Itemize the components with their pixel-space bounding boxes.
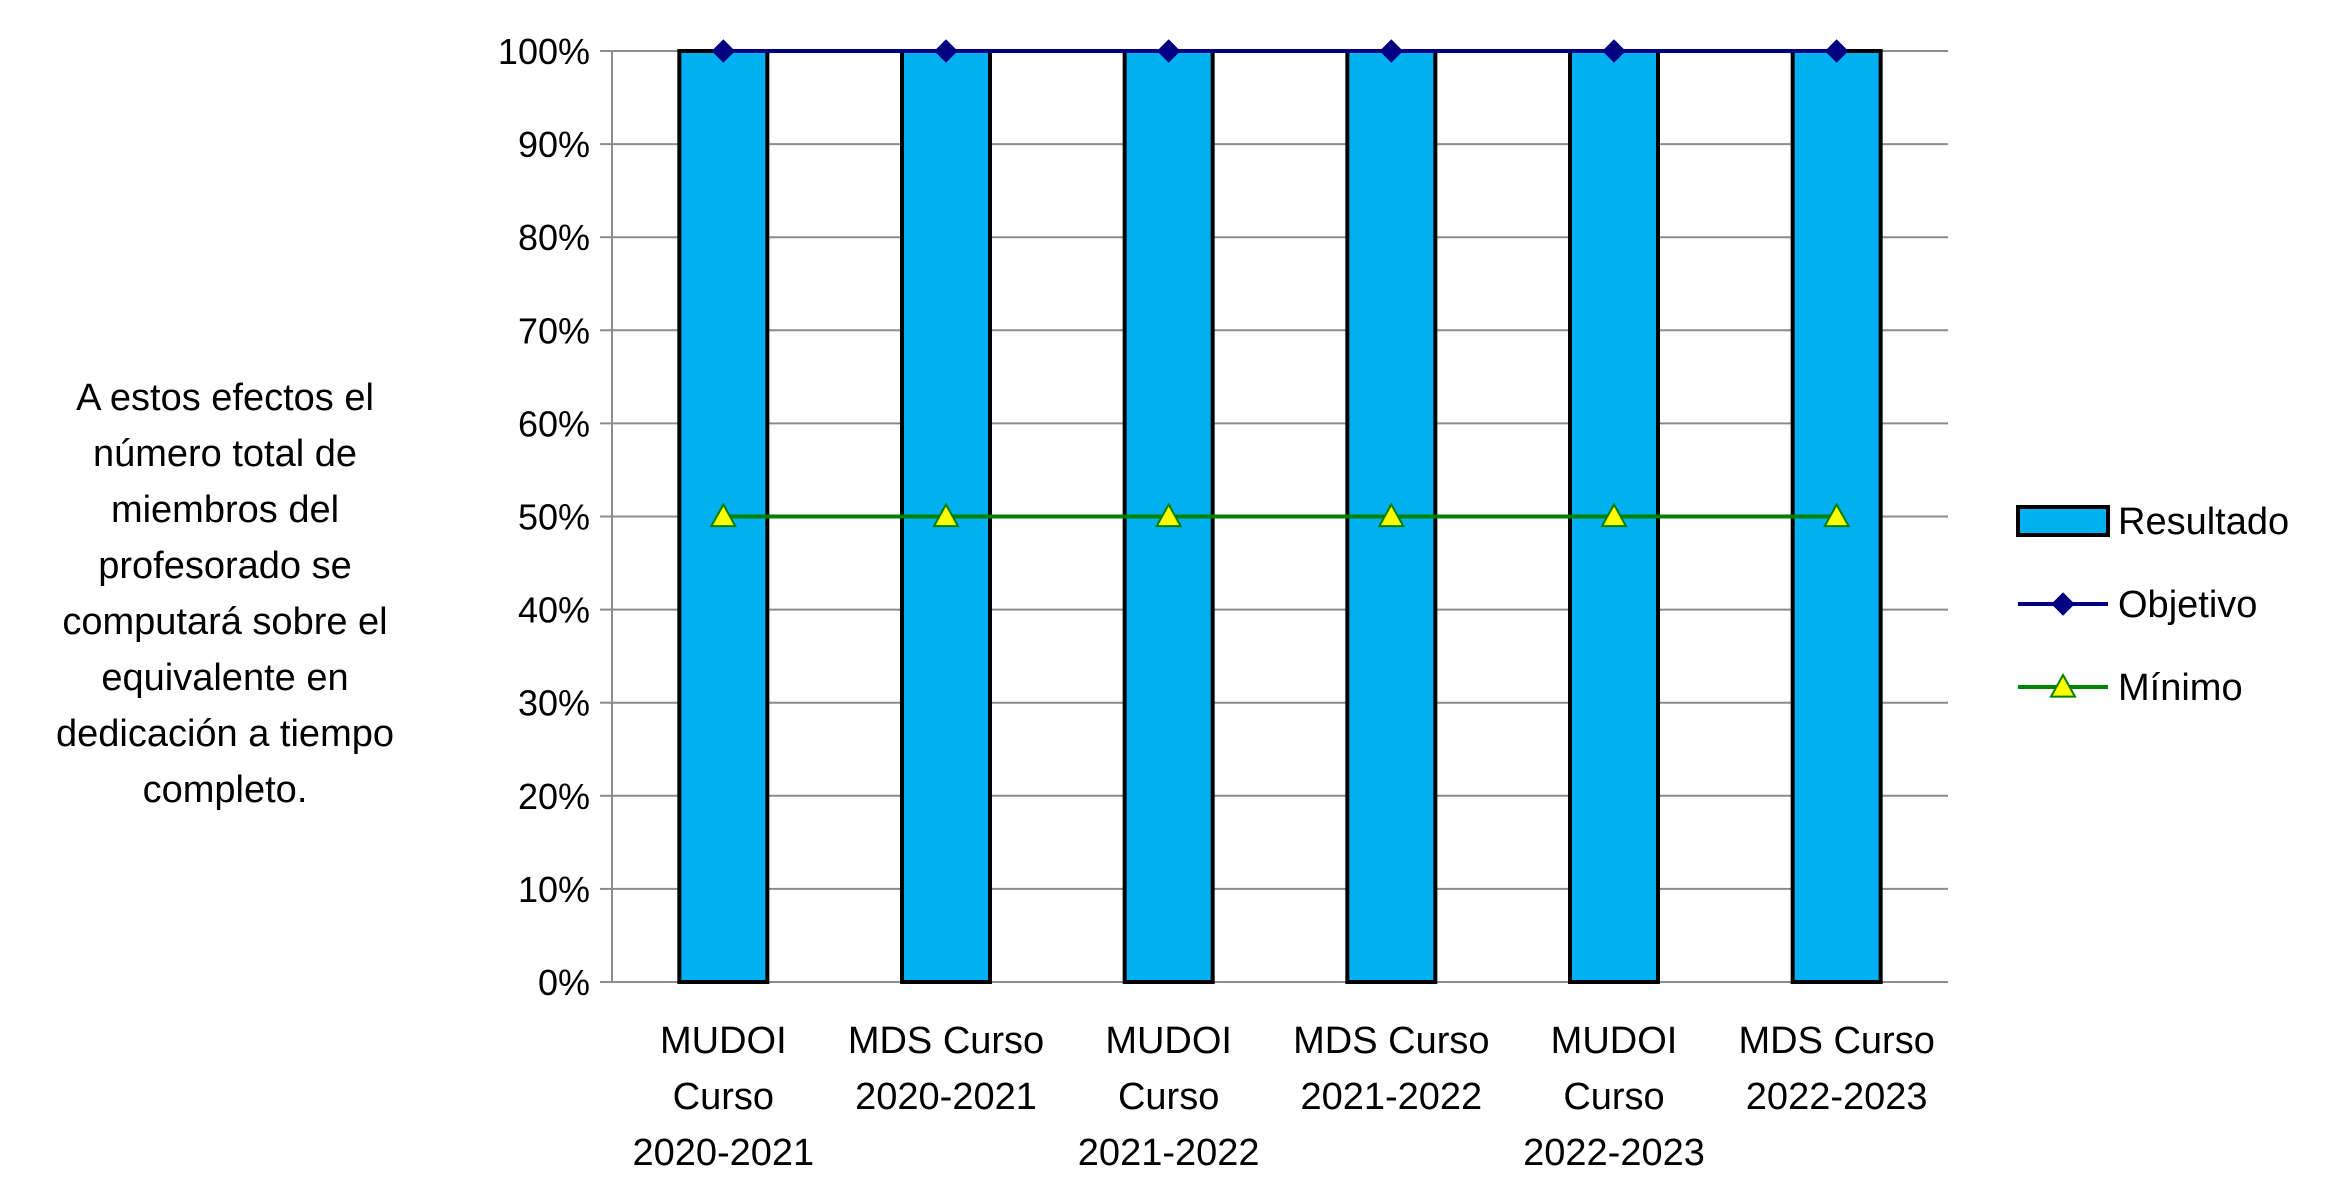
series-lines xyxy=(709,39,1851,528)
legend-label: Resultado xyxy=(2118,501,2289,543)
line-point xyxy=(711,39,736,63)
x-category-label: MDS Curso 2021-2022 xyxy=(1293,1020,1489,1118)
y-tick-label: 50% xyxy=(518,497,590,538)
legend: Resultado Objetivo Mínimo xyxy=(2016,501,2289,709)
x-category-label: MDS Curso 2020-2021 xyxy=(848,1020,1044,1118)
side-note: A estos efectos el número total de miemb… xyxy=(56,377,394,811)
y-tick-label: 60% xyxy=(518,403,590,444)
x-category-label: MUDOI Curso 2020-2021 xyxy=(632,1020,814,1174)
line-point xyxy=(1600,502,1628,528)
x-category-labels: MUDOI Curso 2020-2021 MDS Curso 2020-2021 MUD… xyxy=(632,1020,1934,1174)
line-point xyxy=(1602,39,1626,63)
x-category-label: MDS Curso 2022-2023 xyxy=(1738,1020,1934,1118)
y-tick-label: 0% xyxy=(538,962,590,1003)
line-point xyxy=(934,39,958,63)
legend-swatch xyxy=(2016,505,2110,537)
line-point xyxy=(1379,39,1404,63)
x-category-label: MUDOI Curso 2022-2023 xyxy=(1523,1020,1705,1174)
legend-marker xyxy=(2051,592,2075,616)
axes xyxy=(600,50,1948,983)
y-tick-label: 90% xyxy=(518,124,590,165)
line-point xyxy=(1824,39,1849,63)
legend-marker xyxy=(2049,672,2077,698)
x-category-label: MUDOI Curso 2021-2022 xyxy=(1078,1020,1260,1174)
y-tick-label: 80% xyxy=(518,217,590,258)
y-tick-label: 100% xyxy=(498,31,590,72)
legend-label: Mínimo xyxy=(2118,667,2243,709)
line-point xyxy=(932,502,960,528)
line-point xyxy=(709,502,738,528)
y-tick-labels: 0% 10% 20% 30% 40% 50% 60% 70% 80% 90% 100% xyxy=(498,31,590,1003)
legend-label: Objetivo xyxy=(2118,584,2257,626)
line-point xyxy=(1377,502,1406,528)
line-point xyxy=(1822,502,1851,528)
line-point xyxy=(1154,502,1183,528)
y-tick-label: 40% xyxy=(518,590,590,631)
y-tick-label: 70% xyxy=(518,310,590,351)
y-tick-label: 10% xyxy=(518,869,590,910)
y-tick-label: 20% xyxy=(518,776,590,817)
line-point xyxy=(1156,39,1181,63)
y-tick-label: 30% xyxy=(518,683,590,724)
